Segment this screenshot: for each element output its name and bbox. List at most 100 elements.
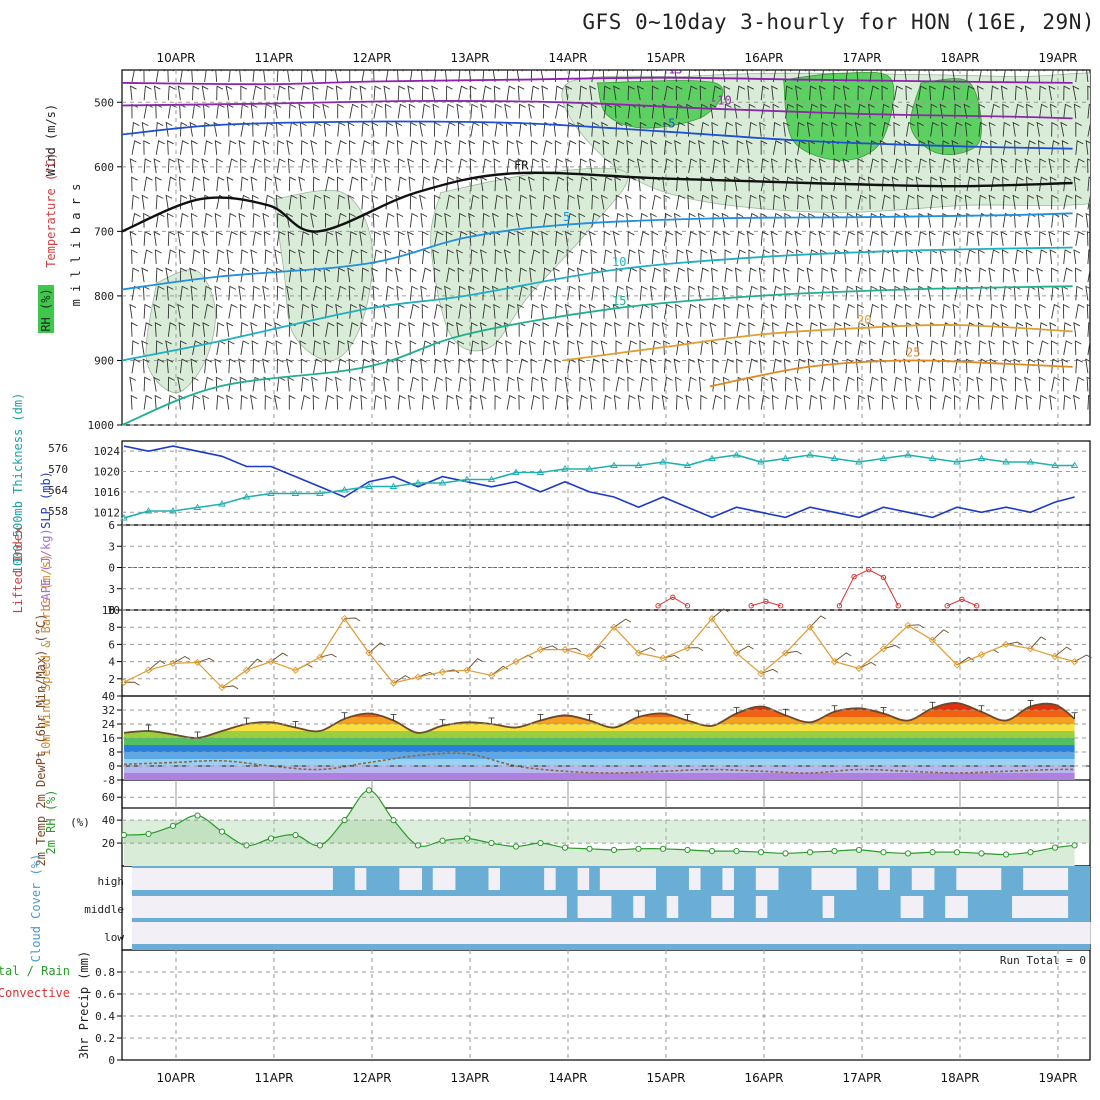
wind-barb xyxy=(397,394,406,410)
wind-barb xyxy=(492,212,499,228)
wind-barb xyxy=(300,231,310,246)
temp-band xyxy=(124,773,1075,780)
wind-barb xyxy=(1085,358,1090,374)
wind-barb xyxy=(797,358,806,374)
wind-barb xyxy=(552,340,560,356)
wind-barb xyxy=(879,212,887,228)
cloud-gap-cell xyxy=(399,922,411,944)
wind-barb xyxy=(310,212,318,228)
rh-marker xyxy=(365,787,373,794)
wind-barb xyxy=(784,70,792,83)
wind-barb xyxy=(288,176,297,192)
cloud-gap-cell xyxy=(410,922,423,944)
wind-barb xyxy=(1037,285,1045,301)
wind-barb xyxy=(167,249,177,265)
cloud-gap-cell xyxy=(276,868,289,890)
wind-barb xyxy=(626,285,633,301)
rh-marker xyxy=(659,845,667,852)
wind-barb xyxy=(541,158,549,174)
rh-marker xyxy=(512,843,520,850)
wind-barb xyxy=(918,303,927,319)
wind-barb xyxy=(409,194,417,210)
cloud-gap-cell xyxy=(499,896,512,918)
wind-barb xyxy=(192,176,201,192)
wind-barb xyxy=(854,121,862,137)
wind-barb xyxy=(602,140,610,155)
wind-barb xyxy=(1012,121,1020,137)
wind-barb xyxy=(517,231,525,246)
wind-barb xyxy=(204,303,214,319)
wind-barb xyxy=(299,194,307,210)
cloud-gap-cell xyxy=(978,922,991,944)
cloud-gap-cell xyxy=(198,922,211,944)
wind-speed-marker xyxy=(1002,640,1010,649)
wind-barb xyxy=(589,394,597,410)
wind-barb xyxy=(699,303,706,319)
wind-barb xyxy=(373,176,383,192)
li-line xyxy=(838,569,899,606)
cloud-gap-cell xyxy=(956,868,968,890)
millibars-label: m i l l i b a r s xyxy=(69,184,83,307)
wind-barb xyxy=(516,139,523,155)
wind-barb xyxy=(639,358,648,374)
wind-barb xyxy=(697,358,705,374)
wind-barb xyxy=(966,85,975,101)
wind-barb xyxy=(250,176,258,192)
wind-barb xyxy=(1051,285,1060,301)
cloud-gap-cell xyxy=(209,868,222,890)
wind-barb xyxy=(361,194,370,210)
wind-barb xyxy=(905,85,913,101)
wind-barb xyxy=(1063,85,1071,101)
wind-barb xyxy=(577,194,584,210)
wind-barb xyxy=(676,322,684,337)
wind-barb xyxy=(930,340,939,356)
slp-tick-label: 1020 xyxy=(94,466,121,479)
wind-barb xyxy=(530,85,540,101)
wind-barb xyxy=(373,394,383,410)
wind-barb xyxy=(758,267,766,283)
rh-marker xyxy=(316,842,324,849)
wind-barb xyxy=(760,394,770,410)
wind-barb xyxy=(579,322,588,337)
wind-barb xyxy=(310,139,318,155)
wind-barb xyxy=(978,249,985,265)
wind-barb xyxy=(1039,394,1048,410)
wind-barb xyxy=(397,249,407,265)
cloud-gap-cell xyxy=(499,922,512,944)
wind-barb xyxy=(143,322,153,337)
wind-barb xyxy=(517,303,524,319)
wind-barb xyxy=(567,285,577,301)
temp-band xyxy=(124,710,1075,717)
cloud-gap-cell xyxy=(811,922,824,944)
wind-barb xyxy=(976,376,984,392)
isotherm-line xyxy=(562,324,1073,362)
wind-barb xyxy=(591,70,601,83)
wind-barb xyxy=(1073,176,1081,192)
wind-barb xyxy=(830,194,838,210)
wind-barb xyxy=(688,140,696,155)
wind-barb xyxy=(1026,70,1036,83)
wind-barb xyxy=(325,322,335,337)
wind-barb xyxy=(458,376,468,392)
wind-barb xyxy=(530,358,538,374)
wind-barb xyxy=(226,249,234,265)
isotherm-line xyxy=(122,171,1073,233)
wind-barb xyxy=(809,176,818,192)
wind-barb xyxy=(663,212,672,228)
wind-barb xyxy=(143,249,153,265)
wind-barb xyxy=(881,231,888,246)
wind-barb xyxy=(542,212,553,228)
wind-barb xyxy=(325,176,335,192)
wind-barb xyxy=(542,103,550,119)
wind-barb xyxy=(1051,376,1061,392)
wind-barb xyxy=(1075,140,1084,155)
wind-barb xyxy=(518,176,526,192)
wind-barb xyxy=(1014,70,1022,83)
wind-barb xyxy=(637,394,645,410)
wind-barb xyxy=(371,194,379,210)
cloud-gap-cell xyxy=(688,868,701,890)
wind-barb xyxy=(891,322,899,337)
wind-barb xyxy=(1002,140,1012,155)
wind-barb xyxy=(1074,340,1082,356)
isotherm-label: 5 xyxy=(563,210,570,224)
